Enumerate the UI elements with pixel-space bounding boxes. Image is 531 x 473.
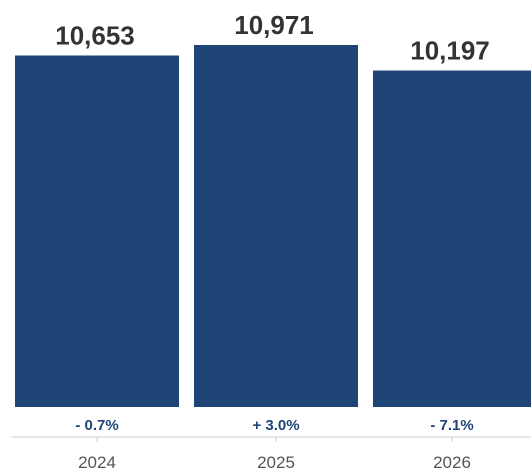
value-label-2026: 10,197 xyxy=(410,36,490,66)
bar-2025 xyxy=(194,45,358,407)
change-label-2026: - 7.1% xyxy=(430,417,473,434)
tick-label-2024: 2024 xyxy=(78,453,116,472)
bar-2026 xyxy=(373,70,531,407)
change-label-2025: + 3.0% xyxy=(252,417,299,434)
change-label-2024: - 0.7% xyxy=(75,417,118,434)
tick-label-2025: 2025 xyxy=(257,453,295,472)
bar-2024 xyxy=(15,55,179,408)
value-label-2025: 10,971 xyxy=(234,10,314,40)
tick-label-2026: 2026 xyxy=(433,453,471,472)
value-label-2024: 10,653 xyxy=(55,20,135,50)
